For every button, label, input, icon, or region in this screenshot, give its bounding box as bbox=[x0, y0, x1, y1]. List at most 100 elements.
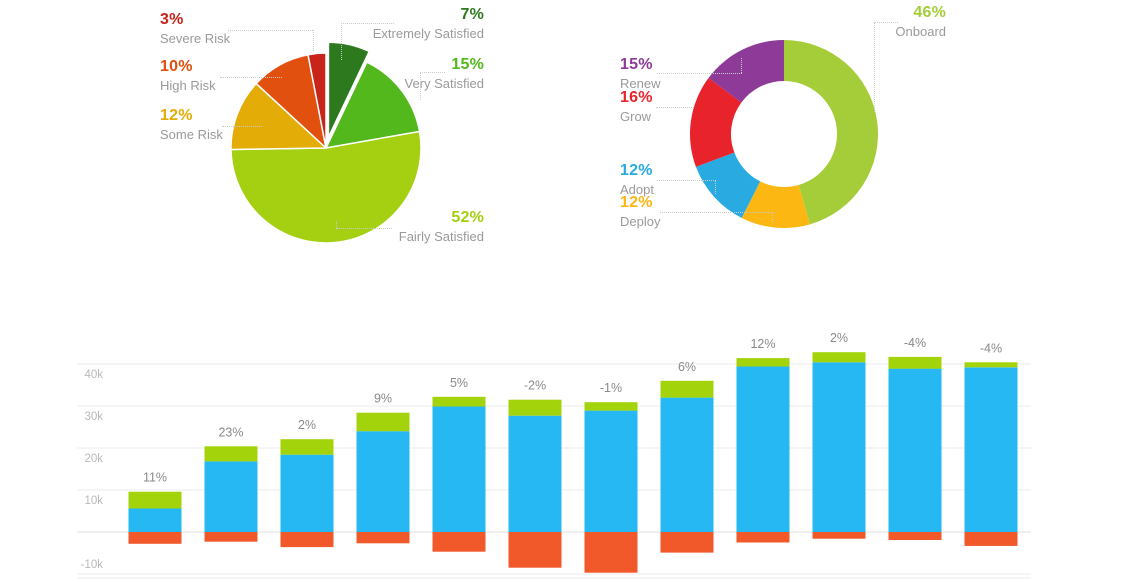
monthly-stacked-bar-chart: 40k 30k 20k 10k -10k 11% 23% 2% 9% 5% -2% -1% 6% 12% 2… bbox=[77, 331, 1031, 579]
leader-line-fairly-satisfied-h bbox=[336, 228, 392, 229]
bar-label-6: -2% bbox=[524, 379, 546, 393]
adopt-pct: 12% bbox=[620, 162, 653, 179]
onboard-pct: 46% bbox=[913, 4, 946, 21]
donut-segment-renew[interactable] bbox=[708, 40, 784, 103]
leader-line-severe-risk-h bbox=[228, 30, 313, 31]
bar-segment-blue-9[interactable] bbox=[736, 366, 790, 533]
grow-name: Grow bbox=[620, 109, 652, 124]
bar-label-1: 11% bbox=[143, 471, 167, 485]
bar-segment-blue-10[interactable] bbox=[812, 362, 866, 532]
bar-segment-orange-12[interactable] bbox=[964, 532, 1018, 546]
bar-segment-orange-10[interactable] bbox=[812, 532, 866, 539]
bar-segment-green-5[interactable] bbox=[432, 396, 486, 407]
renew-name: Renew bbox=[620, 76, 661, 91]
donut-segment-adopt[interactable] bbox=[695, 152, 761, 218]
bar-segment-orange-5[interactable] bbox=[432, 532, 486, 552]
donut-label-grow: 16% Grow bbox=[620, 88, 653, 124]
bar-label-7: -1% bbox=[600, 381, 622, 395]
bar-segment-green-2[interactable] bbox=[204, 446, 258, 462]
y-axis-tick-10k: -10k bbox=[81, 559, 104, 571]
adopt-name: Adopt bbox=[620, 182, 654, 197]
deploy-pct: 12% bbox=[620, 194, 653, 211]
pie-slice-some-risk[interactable] bbox=[230, 82, 327, 151]
leader-line-very-satisfied-v bbox=[420, 72, 421, 100]
satisfaction-pie-chart bbox=[230, 41, 422, 244]
bar-segment-blue-6[interactable] bbox=[508, 415, 562, 532]
leader-line-extremely-satisfied-h bbox=[341, 23, 394, 24]
grow-pct: 16% bbox=[620, 89, 653, 106]
leader-line-adopt-v bbox=[715, 180, 716, 194]
bar-label-10: 2% bbox=[830, 331, 848, 345]
pie-label-very-satisfied: 15% Very Satisfied bbox=[405, 55, 485, 91]
bar-segment-green-12[interactable] bbox=[964, 362, 1018, 368]
pie-label-extremely-satisfied: 7% Extremely Satisfied bbox=[373, 5, 484, 41]
bar-segment-green-9[interactable] bbox=[736, 358, 790, 367]
bar-segment-orange-6[interactable] bbox=[508, 532, 562, 568]
donut-segment-grow[interactable] bbox=[689, 78, 742, 167]
donut-segment-onboard[interactable] bbox=[784, 40, 878, 225]
bar-segment-orange-8[interactable] bbox=[660, 532, 714, 553]
bar-segment-green-1[interactable] bbox=[128, 491, 182, 509]
bar-label-4: 9% bbox=[374, 392, 392, 406]
extremely-satisfied-pct: 7% bbox=[460, 6, 484, 23]
bar-segment-blue-1[interactable] bbox=[128, 508, 182, 533]
bar-segment-green-7[interactable] bbox=[584, 402, 638, 411]
bar-label-9: 12% bbox=[750, 337, 775, 351]
some-risk-name: Some Risk bbox=[160, 127, 223, 142]
extremely-satisfied-name: Extremely Satisfied bbox=[372, 26, 484, 41]
deploy-name: Deploy bbox=[620, 214, 661, 229]
donut-segment-deploy[interactable] bbox=[741, 181, 810, 228]
leader-line-fairly-satisfied-v bbox=[336, 221, 337, 228]
leader-line-extremely-satisfied-v bbox=[341, 23, 342, 60]
high-risk-name: High Risk bbox=[160, 78, 216, 93]
bar-segment-orange-3[interactable] bbox=[280, 532, 334, 548]
donut-label-deploy: 12% Deploy bbox=[620, 193, 660, 229]
bar-segment-orange-2[interactable] bbox=[204, 532, 258, 542]
bar-segment-orange-11[interactable] bbox=[888, 532, 942, 540]
high-risk-pct: 10% bbox=[160, 58, 193, 75]
pie-label-high-risk: 10% High Risk bbox=[160, 57, 216, 93]
bar-segment-blue-12[interactable] bbox=[964, 367, 1018, 532]
pie-slice-very-satisfied[interactable] bbox=[325, 61, 421, 149]
leader-line-grow-h bbox=[656, 107, 694, 108]
fairly-satisfied-name: Fairly Satisfied bbox=[398, 229, 484, 244]
renew-pct: 15% bbox=[620, 56, 653, 73]
bar-label-5: 5% bbox=[450, 376, 468, 390]
bar-segment-blue-5[interactable] bbox=[432, 406, 486, 532]
severe-risk-name: Severe Risk bbox=[160, 31, 231, 46]
bar-segment-green-11[interactable] bbox=[888, 356, 942, 369]
bar-segment-orange-7[interactable] bbox=[584, 532, 638, 573]
bar-segment-green-3[interactable] bbox=[280, 439, 334, 455]
bar-segment-blue-11[interactable] bbox=[888, 368, 942, 532]
bar-segment-blue-8[interactable] bbox=[660, 397, 714, 532]
bar-segment-orange-4[interactable] bbox=[356, 532, 410, 544]
bar-segment-green-8[interactable] bbox=[660, 380, 714, 398]
leader-line-very-satisfied-h bbox=[420, 72, 445, 73]
leader-line-adopt-h bbox=[657, 180, 716, 181]
bar-segment-green-4[interactable] bbox=[356, 412, 410, 432]
bar-segment-orange-1[interactable] bbox=[128, 532, 182, 544]
bar-segment-blue-3[interactable] bbox=[280, 454, 334, 532]
pie-slice-fairly-satisfied[interactable] bbox=[230, 130, 422, 244]
donut-label-adopt: 12% Adopt bbox=[620, 161, 654, 197]
leader-line-onboard-v bbox=[874, 22, 875, 112]
leader-line-renew-h bbox=[657, 73, 742, 74]
bar-label-12: -4% bbox=[980, 341, 1002, 355]
leader-line-onboard-h bbox=[874, 22, 898, 23]
bar-segment-blue-7[interactable] bbox=[584, 410, 638, 532]
bar-segment-green-10[interactable] bbox=[812, 352, 866, 363]
bar-segment-blue-4[interactable] bbox=[356, 431, 410, 532]
y-axis-tick-10k: 10k bbox=[84, 495, 103, 507]
bar-label-11: -4% bbox=[904, 336, 926, 350]
y-axis-tick-30k: 30k bbox=[84, 411, 103, 423]
y-axis-tick-20k: 20k bbox=[84, 453, 103, 465]
pie-slice-severe-risk[interactable] bbox=[307, 52, 327, 149]
bar-segment-blue-2[interactable] bbox=[204, 461, 258, 532]
bar-label-2: 23% bbox=[218, 425, 243, 439]
donut-label-renew: 15% Renew bbox=[620, 55, 660, 91]
pie-slice-extremely-satisfied[interactable] bbox=[327, 41, 370, 139]
bar-segment-green-6[interactable] bbox=[508, 399, 562, 416]
pie-label-severe-risk: 3% Severe Risk bbox=[160, 10, 230, 46]
pie-label-fairly-satisfied: 52% Fairly Satisfied bbox=[399, 208, 484, 244]
bar-segment-orange-9[interactable] bbox=[736, 532, 790, 543]
